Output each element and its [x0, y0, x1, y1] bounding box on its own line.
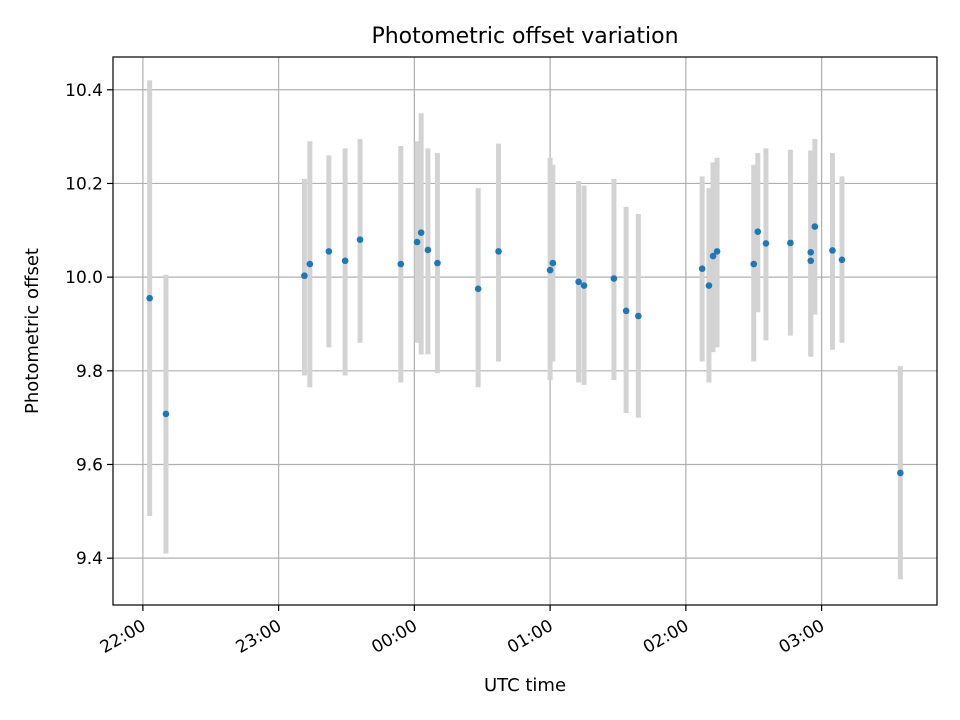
x-tick-label: 00:00 — [368, 616, 420, 658]
data-point — [549, 259, 557, 267]
data-point — [610, 275, 618, 282]
data-point — [325, 248, 333, 255]
data-point — [762, 240, 770, 247]
grid — [113, 57, 937, 605]
data-point — [580, 282, 588, 289]
data-point — [495, 248, 502, 255]
y-tick-label: 10.2 — [65, 174, 103, 194]
data-point — [829, 247, 836, 254]
data-point — [897, 469, 904, 477]
plot-area-frame — [112, 56, 938, 606]
data-point — [474, 285, 482, 293]
data-point — [546, 266, 554, 274]
y-tick-label: 9.6 — [76, 455, 103, 475]
x-tick-label: 23:00 — [233, 616, 285, 658]
data-point — [713, 248, 721, 255]
data-point — [635, 312, 642, 320]
chart-title: Photometric offset variation — [371, 24, 678, 49]
data-point — [750, 260, 758, 268]
data-points — [146, 223, 904, 477]
x-tick-label: 01:00 — [504, 616, 556, 658]
y-tick-label: 10.4 — [65, 81, 103, 101]
data-point — [301, 272, 308, 280]
x-axis: 22:00 23:00 00:00 01:00 02:00 03:00 — [97, 605, 828, 658]
data-point — [146, 294, 153, 302]
data-point — [838, 256, 846, 264]
x-axis-label: UTC time — [484, 675, 566, 696]
data-point — [413, 238, 421, 246]
y-axis-label: Photometric offset — [22, 248, 43, 414]
x-tick-label: 02:00 — [640, 616, 692, 658]
data-point — [705, 282, 713, 289]
data-point — [356, 236, 364, 243]
y-tick-label: 9.4 — [76, 549, 103, 569]
y-tick-label: 10.0 — [65, 268, 103, 288]
data-point — [787, 239, 794, 247]
error-bars — [147, 80, 903, 580]
data-point — [709, 252, 717, 260]
data-point — [306, 260, 314, 268]
data-point — [397, 260, 405, 268]
data-point — [698, 265, 706, 273]
x-tick-label: 22:00 — [97, 616, 149, 658]
data-point — [341, 257, 349, 265]
data-point — [434, 259, 441, 267]
data-point — [417, 229, 425, 236]
data-point — [622, 307, 630, 315]
data-point — [754, 228, 762, 236]
data-point — [811, 223, 819, 230]
data-point — [575, 278, 582, 286]
data-point — [807, 257, 815, 265]
x-tick-label: 03:00 — [776, 616, 828, 658]
data-point — [162, 410, 170, 418]
y-tick-label: 9.8 — [76, 362, 103, 382]
y-axis: 9.4 9.6 9.8 10.0 10.2 10.4 — [65, 81, 113, 569]
data-point — [424, 246, 432, 254]
data-point — [807, 249, 815, 256]
